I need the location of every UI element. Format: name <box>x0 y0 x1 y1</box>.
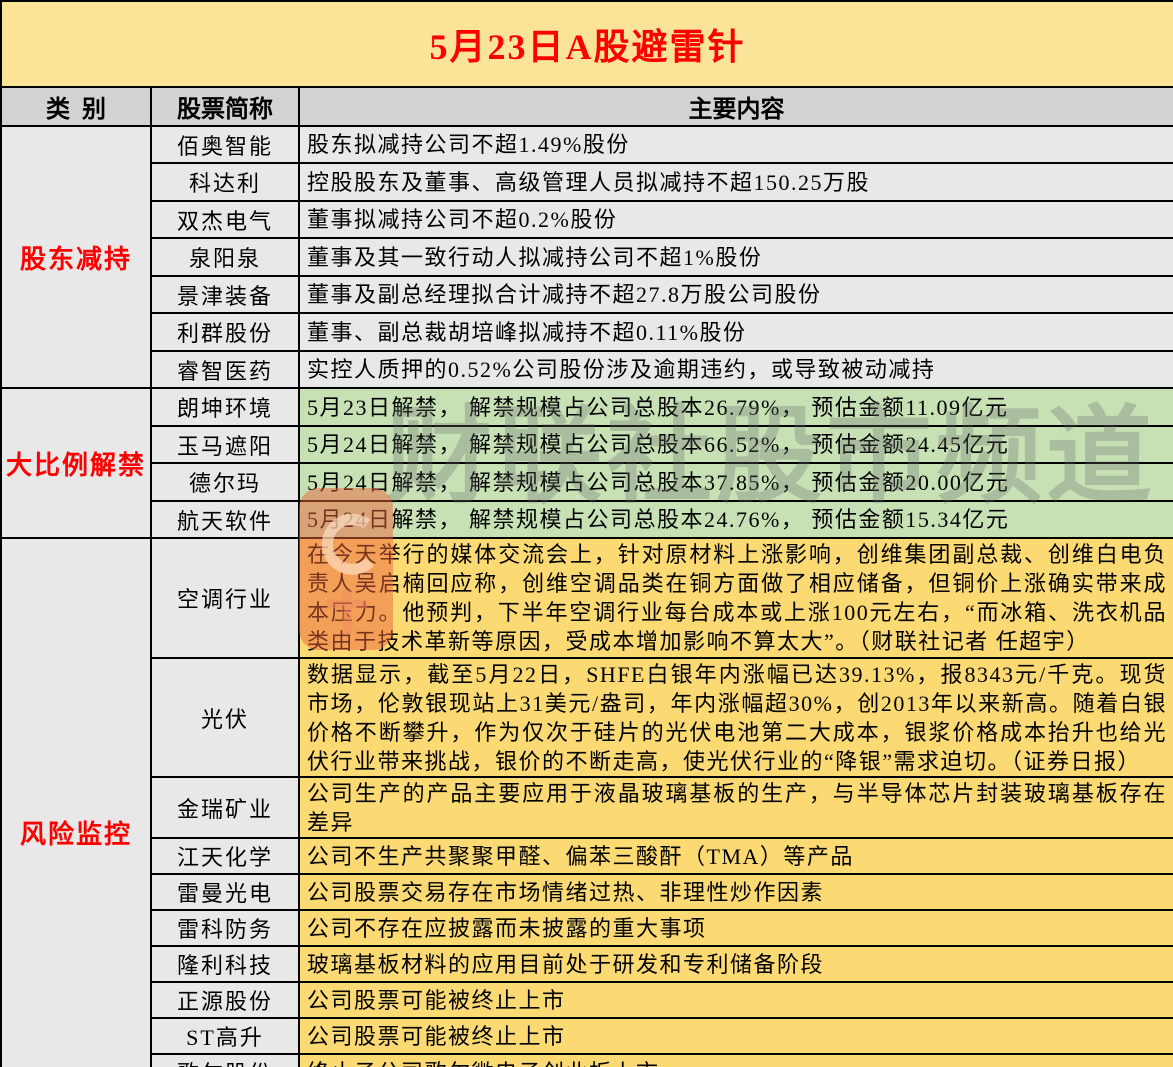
stock-name-cell: 雷曼光电 <box>150 873 300 911</box>
table-row: 雷科防务 公司不存在应披露而未披露的重大事项 <box>1 909 1173 947</box>
table-row: 隆利科技 玻璃基板材料的应用目前处于研发和专利储备阶段 <box>1 945 1173 983</box>
stock-name-cell: ST高升 <box>150 1017 300 1055</box>
content-cell: 公司股票交易存在市场情绪过热、非理性炒作因素 <box>297 873 1173 911</box>
stock-name-cell: 科达利 <box>150 162 300 202</box>
page-title: 5月23日A股避雷针 <box>0 0 1173 88</box>
content-cell: 5月23日解禁， 解禁规模占公司总股本26.79%， 预估金额11.09亿元 <box>297 387 1173 427</box>
col-header-main-content: 主要内容 <box>297 86 1173 127</box>
table-row: 金瑞矿业 公司生产的产品主要应用于液晶玻璃基板的生产，与半导体芯片封装玻璃基板存在… <box>1 776 1173 839</box>
stock-name-cell: 睿智医药 <box>150 350 300 389</box>
stock-name-cell: 光伏 <box>150 657 300 778</box>
table-row: 泉阳泉 董事及其一致行动人拟减持公司不超1%股份 <box>1 237 1173 277</box>
table-row: 大比例解禁 朗坤环境 5月23日解禁， 解禁规模占公司总股本26.79%， 预估金额… <box>0 387 1173 539</box>
stock-name-cell: 空调行业 <box>150 537 300 659</box>
table-row: ST高升 公司股票可能被终止上市 <box>1 1017 1173 1055</box>
table-body: 股东减持 佰奥智能 股东拟减持公司不超1.49%股份 科达利 控股股东及董事、高级管理人… <box>0 125 1173 1067</box>
stock-name-cell: 金瑞矿业 <box>150 776 300 839</box>
content-cell: 控股股东及董事、高级管理人员拟减持不超150.25万股 <box>297 162 1173 202</box>
table-row: 睿智医药 实控人质押的0.52%公司股份涉及逾期违约，或导致被动减持 <box>1 350 1173 389</box>
content-cell: 董事及副总经理拟合计减持不超27.8万股公司股份 <box>297 275 1173 314</box>
col-header-category: 类别 <box>0 86 152 127</box>
stock-name-cell: 德尔玛 <box>150 462 300 502</box>
content-cell: 董事拟减持公司不超0.2%股份 <box>297 200 1173 239</box>
table-row: 风险监控 空调行业 在今天举行的媒体交流会上，针对原材料上涨影响，创维集团副总裁、创… <box>0 537 1173 1067</box>
content-cell: 实控人质押的0.52%公司股份涉及逾期违约，或导致被动减持 <box>297 350 1173 389</box>
stock-name-cell: 朗坤环境 <box>150 387 300 427</box>
table-row: 正源股份 公司股票可能被终止上市 <box>1 981 1173 1019</box>
table-row: 玉马遮阳 5月24日解禁， 解禁规模占公司总股本66.52%， 预估金额24.45… <box>1 425 1173 464</box>
table-row: 德尔玛 5月24日解禁， 解禁规模占公司总股本37.85%， 预估金额20.00亿… <box>1 462 1173 502</box>
stock-name-cell: 隆利科技 <box>150 945 300 983</box>
stock-name-cell: 航天软件 <box>150 500 300 539</box>
table-row: 科达利 控股股东及董事、高级管理人员拟减持不超150.25万股 <box>1 162 1173 202</box>
table-row: 股东减持 佰奥智能 股东拟减持公司不超1.49%股份 <box>0 125 1173 389</box>
table-row: 景津装备 董事及副总经理拟合计减持不超27.8万股公司股份 <box>1 275 1173 314</box>
stock-name-cell: 江天化学 <box>150 837 300 875</box>
content-cell: 终止子公司歌尔微电子创业板上市 <box>297 1053 1173 1067</box>
column-header-row: 类别 股票简称 主要内容 <box>0 86 1173 127</box>
table-row: 光伏 数据显示，截至5月22日，SHFE白银年内涨幅已达39.13%，报8343元… <box>1 657 1173 778</box>
content-cell: 5月24日解禁， 解禁规模占公司总股本66.52%， 预估金额24.45亿元 <box>297 425 1173 464</box>
category-cell: 大比例解禁 <box>0 387 152 539</box>
table-row: 双杰电气 董事拟减持公司不超0.2%股份 <box>1 200 1173 239</box>
content-cell: 玻璃基板材料的应用目前处于研发和专利储备阶段 <box>297 945 1173 983</box>
title-row: 5月23日A股避雷针 <box>0 0 1173 88</box>
content-cell: 公司不生产共聚聚甲醛、偏苯三酸酐（TMA）等产品 <box>297 837 1173 875</box>
stock-name-cell: 佰奥智能 <box>150 125 300 164</box>
table-row: 航天软件 5月24日解禁， 解禁规模占公司总股本24.76%， 预估金额15.34… <box>1 500 1173 539</box>
table-row: 雷曼光电 公司股票交易存在市场情绪过热、非理性炒作因素 <box>1 873 1173 911</box>
stock-name-cell: 雷科防务 <box>150 909 300 947</box>
stock-name-cell: 景津装备 <box>150 275 300 314</box>
content-cell: 股东拟减持公司不超1.49%股份 <box>297 125 1173 164</box>
content-cell: 公司股票可能被终止上市 <box>297 981 1173 1019</box>
content-cell: 在今天举行的媒体交流会上，针对原材料上涨影响，创维集团副总裁、创维白电负责人吴启… <box>297 537 1173 659</box>
col-header-stock-name: 股票简称 <box>150 86 300 127</box>
content-cell: 公司不存在应披露而未披露的重大事项 <box>297 909 1173 947</box>
table-row: 歌尔股份终止子公司歌尔微电子创业板上市 <box>1 1053 1173 1067</box>
table-row: 利群股份 董事、副总裁胡培峰拟减持不超0.11%股份 <box>1 312 1173 352</box>
stock-name-cell: 正源股份 <box>150 981 300 1019</box>
content-cell: 5月24日解禁， 解禁规模占公司总股本24.76%， 预估金额15.34亿元 <box>297 500 1173 539</box>
category-cell: 股东减持 <box>0 125 152 389</box>
content-cell: 董事、副总裁胡培峰拟减持不超0.11%股份 <box>297 312 1173 352</box>
content-cell: 公司生产的产品主要应用于液晶玻璃基板的生产，与半导体芯片封装玻璃基板存在差异 <box>297 776 1173 839</box>
content-cell: 董事及其一致行动人拟减持公司不超1%股份 <box>297 237 1173 277</box>
content-cell: 公司股票可能被终止上市 <box>297 1017 1173 1055</box>
stock-name-cell: 泉阳泉 <box>150 237 300 277</box>
stock-name-cell: 玉马遮阳 <box>150 425 300 464</box>
stock-name-cell: 歌尔股份 <box>150 1053 300 1067</box>
stock-name-cell: 双杰电气 <box>150 200 300 239</box>
table-row: 江天化学 公司不生产共聚聚甲醛、偏苯三酸酐（TMA）等产品 <box>1 837 1173 875</box>
stock-name-cell: 利群股份 <box>150 312 300 352</box>
category-cell: 风险监控 <box>0 537 152 1067</box>
content-cell: 5月24日解禁， 解禁规模占公司总股本37.85%， 预估金额20.00亿元 <box>297 462 1173 502</box>
content-cell: 数据显示，截至5月22日，SHFE白银年内涨幅已达39.13%，报8343元/千… <box>297 657 1173 778</box>
